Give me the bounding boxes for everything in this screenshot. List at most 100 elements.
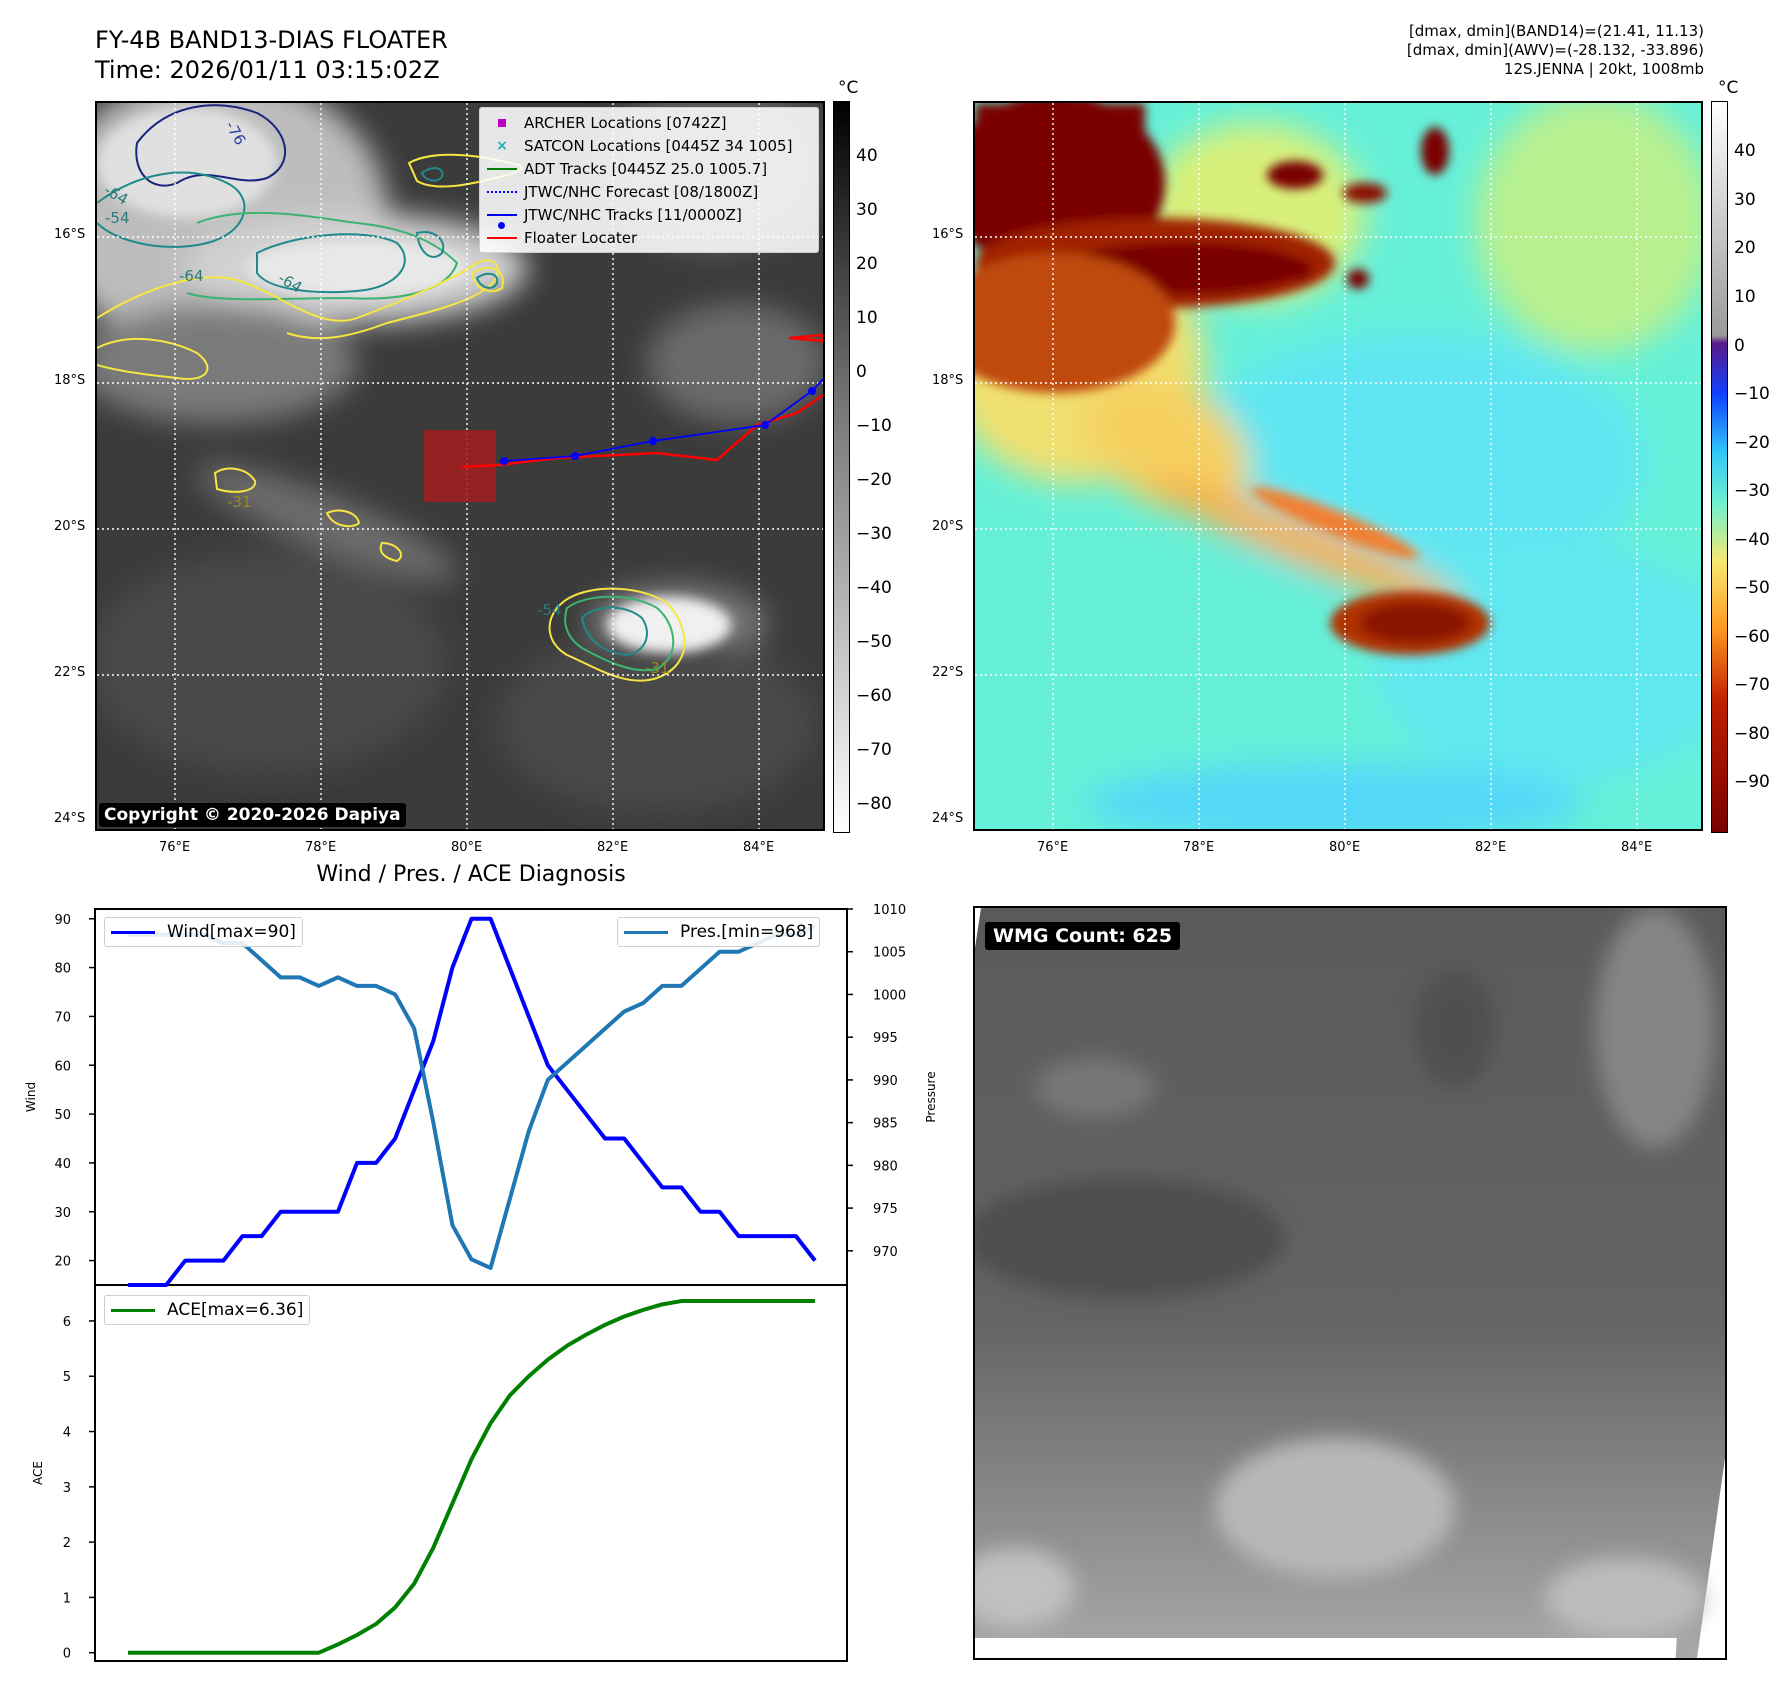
legend-archer: ARCHER Locations [0742Z] [480, 111, 818, 134]
legend-jtwc-tracks: JTWC/NHC Tracks [11/0000Z] [480, 203, 818, 229]
y-right-tick-label: 985 [873, 1117, 898, 1132]
title-line-2: Time: 2026/01/11 03:15:02Z [95, 56, 440, 84]
lon-label: 82°E [1475, 840, 1507, 855]
y-tick-label: 80 [54, 962, 71, 977]
colorbar-tick: −30 [1734, 481, 1770, 501]
lat-label: 18°S [54, 373, 86, 388]
wmg-canvas [975, 908, 1725, 1658]
colorbar-tick: −10 [1734, 384, 1770, 404]
lat-label: 22°S [932, 665, 964, 680]
wmg-texture [975, 908, 1715, 1638]
pressure-axis-label: Pressure [924, 1071, 938, 1122]
colorbar-tick: −20 [856, 470, 892, 490]
wmg-image [975, 908, 1725, 1658]
dotted-line-icon [487, 190, 517, 193]
colorbar-tick: −50 [856, 632, 892, 652]
colorbar-tick: 0 [856, 362, 867, 382]
colorbar-unit: °C [1718, 78, 1739, 98]
ace-tick-label: 2 [63, 1536, 71, 1551]
colorbar-tick: −80 [1734, 724, 1770, 744]
lat-label: 18°S [932, 373, 964, 388]
diagnosis-chart: 2030405060708090970975980985990995100010… [24, 903, 938, 1662]
wind-legend: Wind[max=90] [104, 917, 303, 947]
lon-label: 76°E [159, 840, 191, 855]
lon-label: 80°E [1329, 840, 1361, 855]
colorbar-tick: −30 [856, 524, 892, 544]
color-map-canvas [975, 103, 1701, 829]
ace-legend: ACE[max=6.36] [104, 1295, 311, 1325]
wmg-count-badge: WMG Count: 625 [985, 922, 1181, 950]
ir-grayscale-map: -76 -64 -54 -64 -64 -31 -54 -31 A [95, 101, 825, 831]
colorbar-tick: 20 [856, 254, 878, 274]
ace-tick-label: 4 [63, 1426, 71, 1441]
y-tick-label: 40 [54, 1157, 71, 1172]
floater-locater-track [460, 393, 823, 469]
contour-label: -54 [537, 601, 562, 619]
gray-colorbar [833, 101, 850, 833]
colorbar-tick: 0 [1734, 336, 1745, 356]
solid-line-icon [487, 167, 517, 170]
y-tick-label: 30 [54, 1206, 71, 1221]
lat-label: 20°S [54, 519, 86, 534]
diagnosis-title: Wind / Pres. / ACE Diagnosis [316, 862, 626, 887]
ir-color-map [973, 101, 1703, 831]
jtwc-track-points [500, 387, 816, 465]
y-tick-label: 70 [54, 1010, 71, 1025]
gray-colorbar-ticks: 40 30 20 10 0 −10 −20 −30 −40 −50 −60 −7… [856, 101, 916, 831]
contour-label: -31 [227, 493, 252, 511]
lat-label: 16°S [932, 227, 964, 242]
lon-label: 84°E [743, 840, 775, 855]
color-colorbar [1711, 101, 1728, 833]
wind-axis-label: Wind [24, 1082, 38, 1112]
lon-label: 78°E [305, 840, 337, 855]
colorbar-tick: −20 [1734, 433, 1770, 453]
colorbar-tick: 40 [856, 146, 878, 166]
lat-label: 24°S [932, 811, 964, 826]
y-right-tick-label: 980 [873, 1159, 898, 1174]
colorbar-tick: −80 [856, 794, 892, 814]
cold-cloud-tops [975, 103, 1490, 655]
colorbar-tick: −40 [856, 578, 892, 598]
wind-series-line [128, 916, 817, 1287]
colorbar-unit: °C [838, 78, 859, 98]
colorbar-tick: 10 [1734, 287, 1756, 307]
lon-label: 78°E [1183, 840, 1215, 855]
lat-label: 24°S [54, 811, 86, 826]
ace-series-line [128, 1299, 815, 1655]
y-tick-label: 60 [54, 1059, 71, 1074]
pressure-series-line [128, 924, 816, 1270]
colorbar-tick: 40 [1734, 141, 1756, 161]
colorbar-tick: −70 [856, 740, 892, 760]
square-marker-icon [498, 118, 506, 127]
solid-line-icon [487, 236, 517, 239]
contour-label: -54 [105, 209, 130, 227]
colorbar-tick: 10 [856, 308, 878, 328]
x-marker-icon: × [496, 137, 508, 154]
ace-tick-label: 1 [63, 1591, 71, 1606]
colorbar-tick: −60 [1734, 627, 1770, 647]
title-line-1: FY-4B BAND13-DIAS FLOATER [95, 26, 448, 54]
ace-tick-label: 6 [63, 1315, 71, 1330]
legend-jtwc-forecast: JTWC/NHC Forecast [08/1800Z] [480, 180, 818, 203]
colorbar-tick: −50 [1734, 578, 1770, 598]
info-line-3: 12S.JENNA | 20kt, 1008mb [1503, 60, 1704, 78]
contour-label: -64 [179, 267, 204, 285]
contour-label: -31 [645, 659, 670, 677]
map-legend: ARCHER Locations [0742Z] × SATCON Locati… [479, 107, 819, 253]
lon-label: 80°E [451, 840, 483, 855]
y-right-tick-label: 1010 [873, 903, 906, 918]
ace-tick-label: 0 [63, 1647, 71, 1662]
colorbar-tick: −60 [856, 686, 892, 706]
lat-label: 22°S [54, 665, 86, 680]
lon-label: 76°E [1037, 840, 1069, 855]
y-tick-label: 50 [54, 1108, 71, 1123]
colorbar-tick: −40 [1734, 530, 1770, 550]
ace-axes-frame [94, 1284, 848, 1662]
y-tick-label: 90 [54, 913, 71, 928]
copyright-badge: Copyright © 2020-2026 Dapiya [99, 803, 406, 827]
lon-label: 82°E [597, 840, 629, 855]
color-colorbar-ticks: 40 30 20 10 0 −10 −20 −30 −40 −50 −60 −7… [1734, 101, 1788, 831]
pressure-legend: Pres.[min=968] [617, 917, 821, 947]
solid-line-icon [111, 1308, 155, 1312]
lat-label: 16°S [54, 227, 86, 242]
